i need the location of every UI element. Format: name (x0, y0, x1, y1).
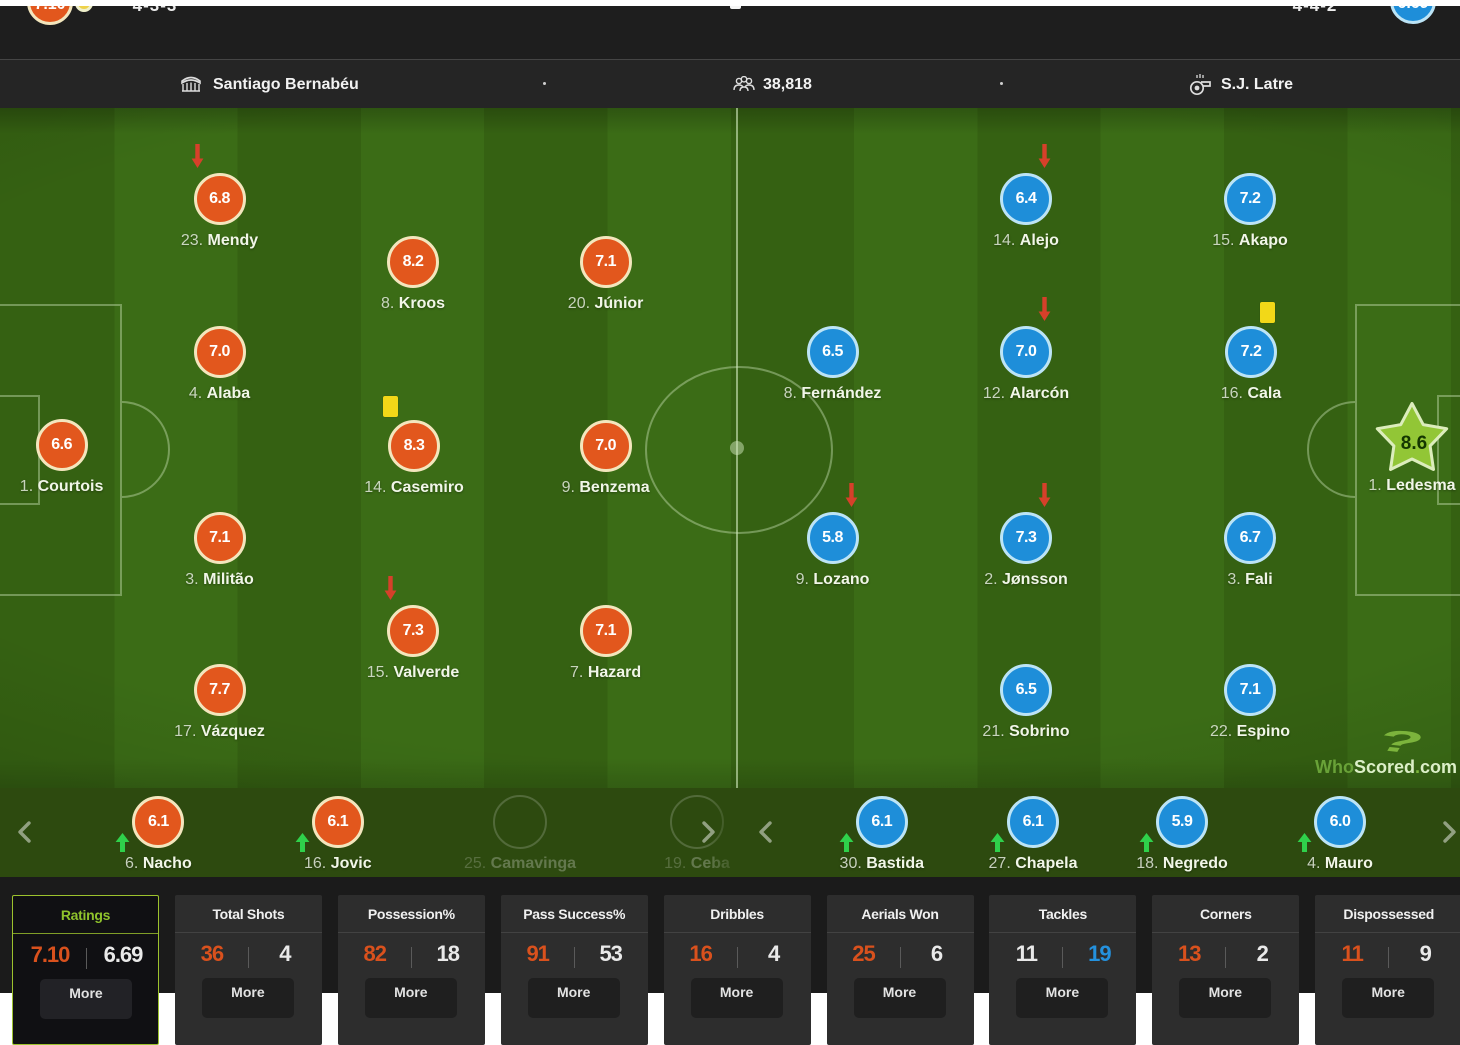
svg-text:8.6: 8.6 (1401, 433, 1427, 454)
